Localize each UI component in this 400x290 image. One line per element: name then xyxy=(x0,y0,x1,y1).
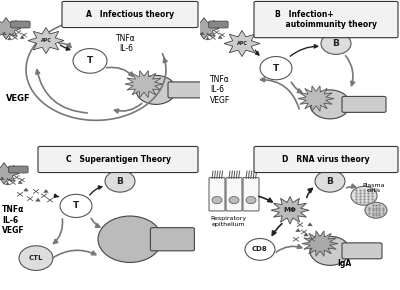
Text: Respiratory
epithelium: Respiratory epithelium xyxy=(210,216,246,227)
Circle shape xyxy=(245,238,275,260)
FancyBboxPatch shape xyxy=(209,177,225,211)
Circle shape xyxy=(260,57,292,80)
Polygon shape xyxy=(304,233,308,236)
Polygon shape xyxy=(218,36,222,39)
Polygon shape xyxy=(6,182,10,185)
Text: IgA: IgA xyxy=(337,259,351,269)
Polygon shape xyxy=(20,36,24,39)
Circle shape xyxy=(315,171,345,192)
Circle shape xyxy=(321,33,351,55)
Text: CTL: CTL xyxy=(29,255,43,261)
Circle shape xyxy=(60,194,92,218)
FancyBboxPatch shape xyxy=(226,177,242,211)
Polygon shape xyxy=(24,188,28,191)
FancyBboxPatch shape xyxy=(254,1,398,38)
Text: MΦ: MΦ xyxy=(284,207,296,213)
Text: VEGF: VEGF xyxy=(6,94,31,103)
Polygon shape xyxy=(206,37,210,40)
Circle shape xyxy=(310,90,350,119)
Polygon shape xyxy=(298,86,334,111)
Circle shape xyxy=(136,75,176,104)
Text: T: T xyxy=(273,64,279,73)
Circle shape xyxy=(98,216,162,262)
Text: B   Infection+
    autoimmunity theory: B Infection+ autoimmunity theory xyxy=(275,10,377,29)
Circle shape xyxy=(229,197,239,204)
Circle shape xyxy=(212,197,222,204)
Polygon shape xyxy=(200,32,204,35)
Text: TNFα
IL-6: TNFα IL-6 xyxy=(116,34,136,53)
FancyBboxPatch shape xyxy=(38,146,198,173)
Circle shape xyxy=(246,197,256,204)
Text: TNFα
IL-6
VEGF: TNFα IL-6 VEGF xyxy=(2,206,25,235)
Polygon shape xyxy=(8,37,12,40)
FancyBboxPatch shape xyxy=(168,82,208,98)
Polygon shape xyxy=(189,18,219,39)
Circle shape xyxy=(310,236,350,265)
Circle shape xyxy=(105,171,135,192)
Text: B: B xyxy=(116,177,124,186)
Polygon shape xyxy=(28,28,64,54)
Polygon shape xyxy=(36,198,40,201)
Text: D   RNA virus theory: D RNA virus theory xyxy=(282,155,370,164)
Text: B: B xyxy=(332,39,340,48)
Circle shape xyxy=(365,202,387,218)
FancyBboxPatch shape xyxy=(62,1,198,28)
Text: APC: APC xyxy=(40,38,52,43)
Text: T: T xyxy=(87,56,93,66)
Polygon shape xyxy=(18,181,22,184)
FancyBboxPatch shape xyxy=(342,96,386,112)
Text: TNFα
IL-6
VEGF: TNFα IL-6 VEGF xyxy=(210,75,230,105)
FancyBboxPatch shape xyxy=(9,166,28,173)
FancyBboxPatch shape xyxy=(150,228,194,251)
Polygon shape xyxy=(271,197,309,224)
Text: A   Infectious theory: A Infectious theory xyxy=(86,10,174,19)
Circle shape xyxy=(19,246,53,270)
Polygon shape xyxy=(44,190,48,193)
FancyBboxPatch shape xyxy=(209,21,228,28)
Text: Plasma
cells: Plasma cells xyxy=(363,183,385,193)
FancyBboxPatch shape xyxy=(254,146,398,173)
Polygon shape xyxy=(296,229,300,232)
Text: B: B xyxy=(326,177,334,186)
Circle shape xyxy=(351,186,377,205)
Polygon shape xyxy=(302,231,338,256)
Polygon shape xyxy=(0,177,4,180)
Polygon shape xyxy=(0,162,19,184)
Text: CD8: CD8 xyxy=(252,246,268,252)
FancyBboxPatch shape xyxy=(342,243,382,259)
FancyBboxPatch shape xyxy=(243,177,259,211)
Polygon shape xyxy=(308,223,312,226)
Polygon shape xyxy=(2,32,6,35)
Polygon shape xyxy=(125,71,163,97)
FancyBboxPatch shape xyxy=(11,21,30,28)
Polygon shape xyxy=(224,30,260,57)
Circle shape xyxy=(73,49,107,73)
Text: APC: APC xyxy=(236,41,248,46)
Polygon shape xyxy=(0,18,21,39)
Text: C   Superantigen Theory: C Superantigen Theory xyxy=(66,155,170,164)
Text: T: T xyxy=(73,201,79,211)
